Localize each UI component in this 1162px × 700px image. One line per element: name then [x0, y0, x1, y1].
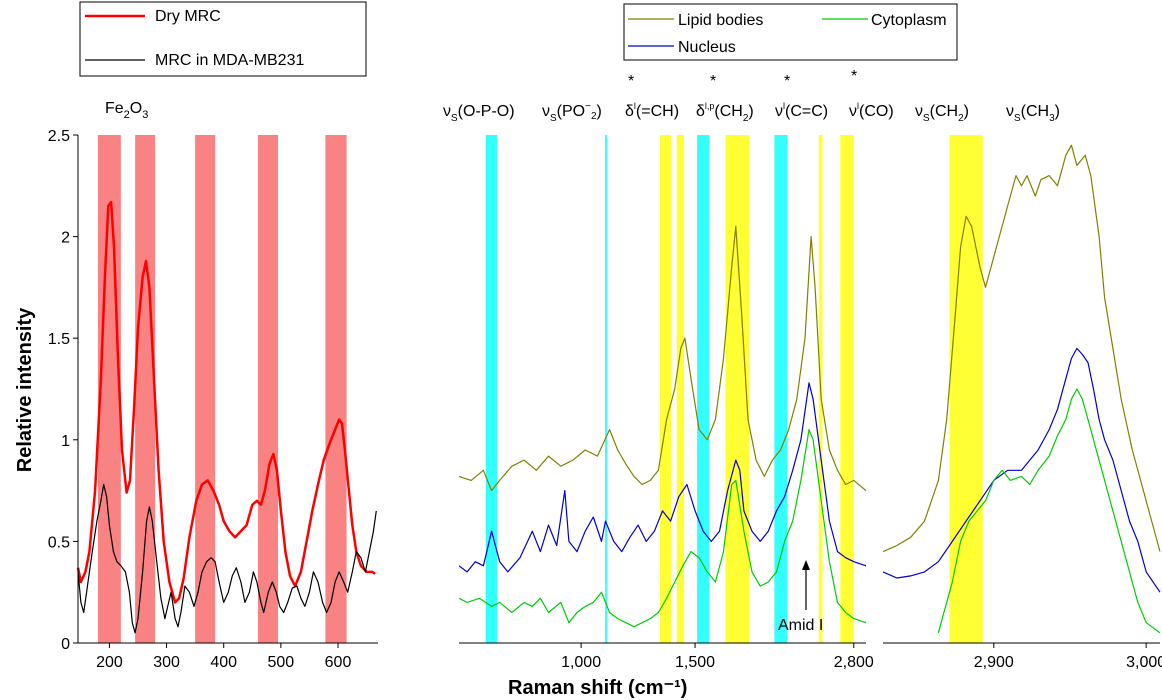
ch2-yellow-band: [949, 135, 983, 643]
fe2o3-band-3: [195, 135, 216, 643]
amid-i-label: Amid I: [778, 617, 823, 634]
y-tick-label: 2.5: [48, 128, 70, 145]
panel-a-axes: 0 0.5 1 1.5 2 2.5 200 300 400 500 600: [48, 128, 378, 671]
label-po2: νS(PO−2): [542, 101, 602, 124]
label-nu-ch2: νS(CH2): [915, 103, 969, 124]
series-line-dry-mrc: [76, 200, 376, 604]
cyan-band-3: [697, 135, 710, 643]
asterisk-4: *: [851, 68, 857, 85]
y-tick-label: 2: [61, 230, 70, 247]
y-tick-label: 1: [61, 433, 70, 450]
x-tick-label: 600: [325, 654, 352, 671]
y-axis-title: Relative intensity: [14, 307, 36, 472]
x-tick-label: 2,900: [974, 654, 1014, 671]
panel-b-spectra: 1,000 1,500 2,800 Lipid bodies Cytoplasm N…: [443, 3, 1060, 699]
x-tick-label: 3,000: [1126, 654, 1162, 671]
panel-c-ch-region: 2,900 3,000: [882, 135, 1162, 671]
yellow-band-2: [676, 135, 685, 643]
asterisk-1: *: [628, 73, 634, 90]
x-tick-label: 400: [210, 654, 237, 671]
fe2o3-band-2: [135, 135, 156, 643]
amid-i-annotation: Amid I: [778, 560, 823, 634]
label-nu-ch3: νS(CH3): [1006, 103, 1060, 124]
legend-label-cytoplasm: Cytoplasm: [871, 12, 947, 29]
yellow-band-5: [840, 135, 854, 643]
x-tick-label: 1,000: [561, 654, 601, 671]
asterisk-2: *: [710, 73, 716, 90]
fe2o3-annotation: Fe2O3: [105, 100, 148, 121]
x-tick-label: 2,800: [834, 654, 874, 671]
series-line-cytoplasm-ch-region: [937, 388, 1161, 634]
fe2o3-bands: [98, 135, 347, 643]
yellow-band-1: [660, 135, 672, 643]
asterisk-3: *: [784, 73, 790, 90]
x-tick-label: 500: [268, 654, 295, 671]
panel-c-bands: [949, 135, 983, 643]
series-line-cytoplasm: [458, 429, 867, 628]
series-line-nucleus-ch-region: [882, 347, 1161, 593]
fe2o3-band-4: [258, 135, 278, 643]
panel-c-series: [882, 144, 1161, 634]
series-line-lipid-bodies-ch-region: [882, 144, 1161, 553]
y-tick-label: 0: [61, 636, 70, 653]
label-nu-cc: νl(C=C): [775, 101, 828, 120]
y-tick-label: 0.5: [48, 534, 70, 551]
series-line-mrc-in-mda-mb231: [77, 483, 377, 634]
yellow-band-3: [725, 135, 750, 643]
cyan-band-4: [774, 135, 788, 643]
panel-b-legend: Lipid bodies Cytoplasm Nucleus: [623, 3, 958, 61]
label-delta-ch: δl(=CH): [625, 101, 679, 120]
x-tick-label: 1,500: [675, 654, 715, 671]
panel-c-axes: 2,900 3,000: [883, 642, 1162, 671]
label-nu-co: νl(CO): [849, 101, 894, 120]
y-tick-label: 1.5: [48, 331, 70, 348]
series-line-lipid-bodies: [458, 225, 867, 492]
legend-label-mrc-mdamb231: MRC in MDA-MB231: [155, 52, 304, 69]
x-axis-title: Raman shift (cm⁻¹): [508, 677, 687, 699]
x-tick-label: 300: [153, 654, 180, 671]
legend-label-nucleus: Nucleus: [678, 39, 736, 56]
panel-b-axes: 1,000 1,500 2,800: [459, 642, 874, 671]
legend-label-dry-mrc: Dry MRC: [155, 8, 221, 25]
x-tick-label: 200: [96, 654, 123, 671]
band-assignment-labels: νS(O-P-O) νS(PO−2) δl(=CH) δl,p(CH2) νl(…: [443, 101, 1060, 124]
panel-a-legend: Dry MRC MRC in MDA-MB231: [79, 1, 367, 77]
label-delta-ch2: δl,p(CH2): [696, 101, 754, 124]
panel-a-series: [76, 200, 377, 634]
cyan-band-1: [485, 135, 498, 643]
fe2o3-band-5: [325, 135, 347, 643]
series-line-nucleus: [458, 382, 867, 573]
legend-label-lipid-bodies: Lipid bodies: [678, 12, 763, 29]
panel-a-dry-mrc: 0 0.5 1 1.5 2 2.5 200 300 400 500 600 Dry MRC MRC …: [14, 1, 378, 671]
cyan-band-2: [605, 135, 608, 643]
label-o-p-o: νS(O-P-O): [443, 103, 515, 124]
panel-b-series: [458, 225, 867, 628]
